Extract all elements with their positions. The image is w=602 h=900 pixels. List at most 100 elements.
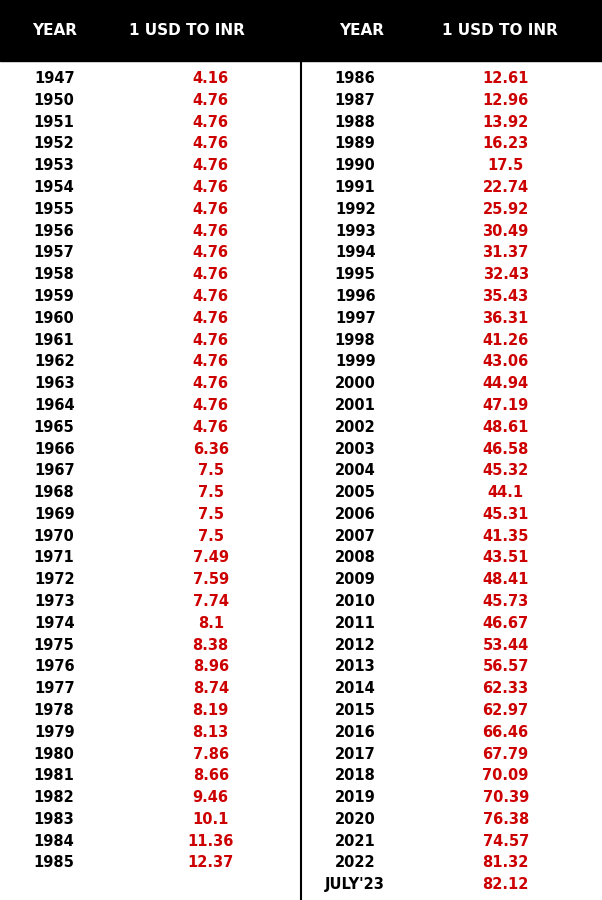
Text: 2011: 2011 xyxy=(335,616,376,631)
Text: 2019: 2019 xyxy=(335,790,376,806)
Text: 4.76: 4.76 xyxy=(193,137,229,151)
Text: 1959: 1959 xyxy=(34,289,75,304)
Text: 1995: 1995 xyxy=(335,267,376,283)
Text: 12.37: 12.37 xyxy=(188,856,234,870)
Text: 2005: 2005 xyxy=(335,485,376,500)
Text: 1972: 1972 xyxy=(34,572,75,587)
Text: 1988: 1988 xyxy=(335,114,376,130)
Text: 7.86: 7.86 xyxy=(193,746,229,761)
Text: 48.41: 48.41 xyxy=(482,572,529,587)
Text: 4.76: 4.76 xyxy=(193,376,229,392)
Text: 1991: 1991 xyxy=(335,180,376,195)
Text: 8.13: 8.13 xyxy=(193,724,229,740)
Text: 1967: 1967 xyxy=(34,464,75,478)
Text: 2018: 2018 xyxy=(335,769,376,783)
Text: 36.31: 36.31 xyxy=(483,310,529,326)
Text: 2022: 2022 xyxy=(335,856,376,870)
Text: 7.59: 7.59 xyxy=(193,572,229,587)
Text: 1963: 1963 xyxy=(34,376,75,392)
Text: 2009: 2009 xyxy=(335,572,376,587)
Text: 30.49: 30.49 xyxy=(483,223,529,238)
Text: 81.32: 81.32 xyxy=(482,856,529,870)
Text: 1961: 1961 xyxy=(34,333,75,347)
Text: 1974: 1974 xyxy=(34,616,75,631)
Text: 1965: 1965 xyxy=(34,419,75,435)
Text: 1998: 1998 xyxy=(335,333,376,347)
Text: 48.61: 48.61 xyxy=(482,419,529,435)
Text: 2021: 2021 xyxy=(335,833,376,849)
Text: 4.76: 4.76 xyxy=(193,223,229,238)
Text: 2020: 2020 xyxy=(335,812,376,827)
Text: 1999: 1999 xyxy=(335,355,376,369)
Text: 1950: 1950 xyxy=(34,93,75,108)
Text: 32.43: 32.43 xyxy=(483,267,529,283)
Text: 47.19: 47.19 xyxy=(483,398,529,413)
Text: 1983: 1983 xyxy=(34,812,75,827)
Text: 1955: 1955 xyxy=(34,202,75,217)
Text: 41.26: 41.26 xyxy=(483,333,529,347)
Text: 1990: 1990 xyxy=(335,158,376,174)
Text: 82.12: 82.12 xyxy=(482,878,529,892)
Text: 7.5: 7.5 xyxy=(197,528,224,544)
Text: 22.74: 22.74 xyxy=(483,180,529,195)
Text: 1954: 1954 xyxy=(34,180,75,195)
Text: 1957: 1957 xyxy=(34,246,75,260)
Text: 1980: 1980 xyxy=(34,746,75,761)
Text: 1997: 1997 xyxy=(335,310,376,326)
Text: 1993: 1993 xyxy=(335,223,376,238)
Text: 10.1: 10.1 xyxy=(193,812,229,827)
Text: YEAR: YEAR xyxy=(339,23,383,38)
Text: 4.76: 4.76 xyxy=(193,310,229,326)
Text: 1987: 1987 xyxy=(335,93,376,108)
Text: YEAR: YEAR xyxy=(32,23,76,38)
Text: 4.16: 4.16 xyxy=(193,71,229,86)
Text: 70.39: 70.39 xyxy=(483,790,529,806)
Text: 1992: 1992 xyxy=(335,202,376,217)
Text: 1966: 1966 xyxy=(34,442,75,456)
Text: JULY'23: JULY'23 xyxy=(325,878,385,892)
Text: 4.76: 4.76 xyxy=(193,246,229,260)
Text: 7.5: 7.5 xyxy=(197,507,224,522)
Text: 1971: 1971 xyxy=(34,551,75,565)
Text: 62.97: 62.97 xyxy=(483,703,529,718)
Text: 1978: 1978 xyxy=(34,703,75,718)
Text: 4.76: 4.76 xyxy=(193,398,229,413)
Text: 8.74: 8.74 xyxy=(193,681,229,697)
Text: 56.57: 56.57 xyxy=(482,660,529,674)
Text: 43.51: 43.51 xyxy=(482,551,529,565)
Text: 2016: 2016 xyxy=(335,724,376,740)
Text: 4.76: 4.76 xyxy=(193,355,229,369)
Text: 2012: 2012 xyxy=(335,637,376,652)
Text: 8.96: 8.96 xyxy=(193,660,229,674)
Text: 7.74: 7.74 xyxy=(193,594,229,609)
Text: 6.36: 6.36 xyxy=(193,442,229,456)
Text: 1982: 1982 xyxy=(34,790,75,806)
Text: 4.76: 4.76 xyxy=(193,180,229,195)
Text: 43.06: 43.06 xyxy=(483,355,529,369)
Text: 2002: 2002 xyxy=(335,419,376,435)
Text: 41.35: 41.35 xyxy=(482,528,529,544)
Text: 1969: 1969 xyxy=(34,507,75,522)
Text: 1953: 1953 xyxy=(34,158,75,174)
Text: 66.46: 66.46 xyxy=(483,724,529,740)
Text: 46.67: 46.67 xyxy=(483,616,529,631)
Text: 1960: 1960 xyxy=(34,310,75,326)
Text: 1986: 1986 xyxy=(335,71,376,86)
Text: 45.73: 45.73 xyxy=(483,594,529,609)
Text: 4.76: 4.76 xyxy=(193,93,229,108)
Text: 4.76: 4.76 xyxy=(193,114,229,130)
Text: 74.57: 74.57 xyxy=(483,833,529,849)
Text: 8.1: 8.1 xyxy=(197,616,224,631)
Text: 2001: 2001 xyxy=(335,398,376,413)
Text: 2010: 2010 xyxy=(335,594,376,609)
Text: 1968: 1968 xyxy=(34,485,75,500)
Text: 2004: 2004 xyxy=(335,464,376,478)
Text: 45.32: 45.32 xyxy=(483,464,529,478)
Text: 4.76: 4.76 xyxy=(193,267,229,283)
Text: 8.19: 8.19 xyxy=(193,703,229,718)
Text: 7.5: 7.5 xyxy=(197,485,224,500)
Text: 31.37: 31.37 xyxy=(483,246,529,260)
Text: 53.44: 53.44 xyxy=(483,637,529,652)
Text: 1 USD TO INR: 1 USD TO INR xyxy=(442,23,557,38)
Text: 1947: 1947 xyxy=(34,71,75,86)
